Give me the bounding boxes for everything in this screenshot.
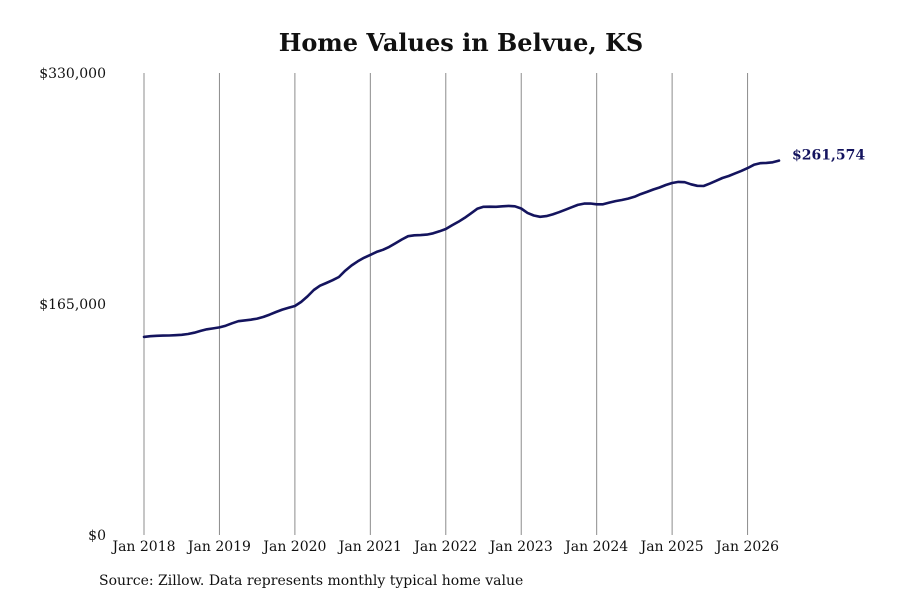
source-note: Source: Zillow. Data represents monthly … [99, 573, 524, 589]
grid-lines [143, 73, 749, 535]
series-layer [142, 159, 781, 339]
x-tick-label: Jan 2021 [337, 539, 402, 555]
end-value-label: $261,574 [792, 148, 865, 164]
y-tick-label: $165,000 [39, 297, 106, 313]
x-tick-label: Jan 2018 [110, 539, 175, 555]
x-tick-label: Jan 2020 [261, 539, 326, 555]
y-axis-tick-labels: $0 $165,000 $330,000 [39, 66, 106, 544]
x-tick-label: Jan 2023 [488, 539, 553, 555]
x-tick-label: Jan 2024 [563, 539, 628, 555]
y-tick-label: $0 [88, 528, 106, 544]
x-tick-label: Jan 2026 [714, 539, 779, 555]
end-label-layer: $261,574 [792, 148, 865, 164]
y-tick-label: $330,000 [39, 66, 106, 82]
series-line [142, 159, 781, 339]
x-axis-tick-labels: Jan 2018 Jan 2019 Jan 2020 Jan 2021 Jan 2022… [110, 539, 779, 555]
chart-title: Home Values in Belvue, KS [278, 28, 644, 57]
x-tick-label: Jan 2019 [186, 539, 251, 555]
x-tick-label: Jan 2025 [639, 539, 704, 555]
x-tick-label: Jan 2022 [412, 539, 477, 555]
